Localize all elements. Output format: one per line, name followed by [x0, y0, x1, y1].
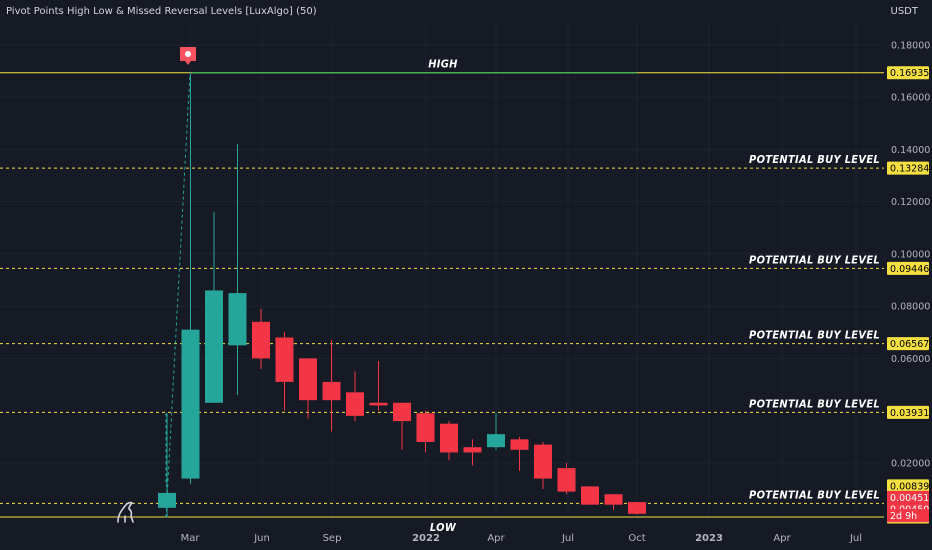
price-axis[interactable]: 0.18000 0.16000 0.14000 0.12000 0.10000 0.080… [887, 40, 932, 524]
level-axis-box [887, 66, 929, 80]
pivot-connector [165, 72, 191, 518]
level-text: POTENTIAL BUY LEVEL [749, 329, 880, 342]
y-tick-label: 0.02000 [891, 458, 930, 469]
indicator-title[interactable]: Pivot Points High Low & Missed Reversal … [6, 6, 317, 17]
level-axis-box [887, 161, 929, 175]
level-axis-box [887, 337, 929, 351]
level-text: POTENTIAL BUY LEVEL [749, 397, 880, 410]
price-axis-label: 0.00839 [890, 481, 929, 492]
candle-body [463, 447, 482, 453]
price-axis-box [887, 479, 929, 493]
time-axis[interactable]: Mar Jun Sep 2022 Apr Jul Oct 2023 Apr Jul [181, 533, 862, 544]
candles [158, 72, 646, 518]
candle-body [252, 321, 270, 359]
x-tick-label: Jun [253, 533, 270, 544]
level-axis-label: 0.09446 [890, 264, 929, 275]
candle-body [158, 492, 176, 508]
candle-body [322, 381, 341, 401]
tradingview-logo [117, 501, 134, 523]
x-tick-label: Jul [561, 533, 574, 544]
candle-body [557, 468, 576, 492]
level-text: POTENTIAL BUY LEVEL [749, 153, 880, 166]
candle-body [275, 337, 294, 382]
x-tick-label: Jul [849, 533, 862, 544]
price-axis-label: 2d 9h [890, 511, 917, 522]
grid-lines [0, 24, 884, 518]
candle-body [299, 358, 317, 401]
candle-body [487, 434, 505, 448]
candle-body [181, 329, 200, 479]
currency-label: USDT [890, 6, 918, 17]
x-tick-label: 2022 [412, 533, 440, 544]
overlay [117, 47, 196, 523]
price-axis-box [887, 509, 929, 523]
x-tick-label: Apr [773, 533, 791, 544]
y-tick-label: 0.12000 [891, 197, 930, 208]
candle-body [581, 486, 599, 505]
candle-body [369, 402, 388, 406]
level-text: LOW [430, 521, 457, 534]
candle-body [416, 413, 435, 442]
y-tick-label: 0.08000 [891, 302, 930, 313]
candle-body [228, 293, 247, 346]
candle-body [534, 444, 552, 479]
level-lines: HIGH POTENTIAL BUY LEVEL POTENTIAL BUY LEV… [0, 58, 884, 534]
candle-body [604, 494, 623, 505]
level-text: POTENTIAL BUY LEVEL [749, 253, 880, 266]
x-tick-label: Apr [487, 533, 505, 544]
x-tick-label: 2023 [695, 533, 723, 544]
level-axis-label: 0.06567 [890, 339, 929, 350]
level-axis-label: 0.13284 [890, 164, 929, 175]
level-text: HIGH [428, 58, 458, 71]
y-tick-label: 0.16000 [891, 93, 930, 104]
candle-body [205, 290, 223, 403]
y-tick-label: 0.10000 [891, 249, 930, 260]
level-axis-label: 0.03931 [890, 408, 929, 419]
pivot-marker-icon [185, 51, 191, 57]
x-tick-label: Oct [628, 533, 645, 544]
level-axis-label: 0.16935 [890, 68, 929, 79]
candle-body [628, 502, 646, 514]
candle-body [346, 392, 364, 416]
x-tick-label: Sep [323, 533, 342, 544]
candle-body [393, 402, 411, 422]
candle-body [510, 439, 529, 450]
y-tick-label: 0.06000 [891, 354, 930, 365]
logo-shape [117, 501, 134, 523]
level-text: POTENTIAL BUY LEVEL [749, 488, 880, 501]
level-axis-box [887, 405, 929, 419]
price-axis-label: 0.00451 [890, 493, 929, 504]
y-tick-label: 0.18000 [891, 40, 930, 51]
candle-body [440, 423, 458, 453]
price-axis-box [887, 490, 929, 504]
level-axis-box [887, 261, 929, 275]
x-tick-label: Mar [181, 533, 201, 544]
y-tick-label: 0.14000 [891, 145, 930, 156]
